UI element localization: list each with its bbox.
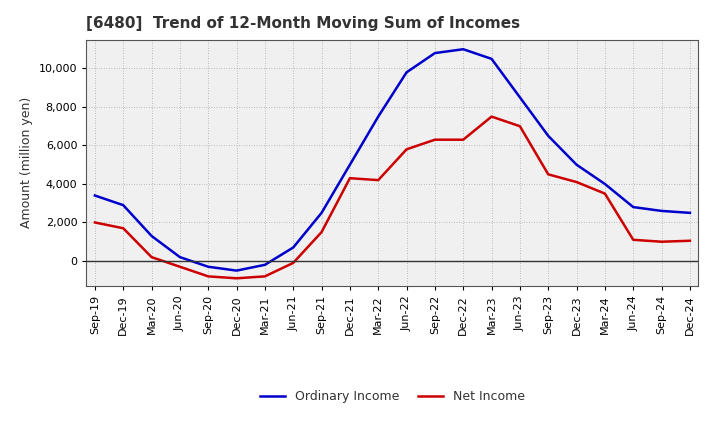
Y-axis label: Amount (million yen): Amount (million yen) xyxy=(20,97,33,228)
Ordinary Income xyxy=(459,47,467,52)
Net Income xyxy=(685,238,694,243)
Net Income xyxy=(289,260,297,266)
Net Income xyxy=(119,226,127,231)
Ordinary Income xyxy=(119,202,127,208)
Ordinary Income xyxy=(685,210,694,216)
Net Income xyxy=(346,176,354,181)
Ordinary Income xyxy=(346,162,354,167)
Ordinary Income xyxy=(204,264,212,269)
Net Income xyxy=(233,275,241,281)
Ordinary Income xyxy=(431,51,439,56)
Net Income xyxy=(544,172,552,177)
Ordinary Income xyxy=(487,56,496,62)
Ordinary Income xyxy=(629,205,637,210)
Ordinary Income xyxy=(233,268,241,273)
Ordinary Income xyxy=(374,114,382,119)
Net Income xyxy=(487,114,496,119)
Net Income xyxy=(91,220,99,225)
Ordinary Income xyxy=(544,133,552,139)
Net Income xyxy=(148,254,156,260)
Net Income xyxy=(657,239,666,244)
Net Income xyxy=(374,177,382,183)
Net Income xyxy=(176,264,184,269)
Net Income xyxy=(402,147,411,152)
Ordinary Income xyxy=(600,181,609,187)
Net Income xyxy=(261,274,269,279)
Ordinary Income xyxy=(289,245,297,250)
Ordinary Income xyxy=(318,210,326,216)
Line: Ordinary Income: Ordinary Income xyxy=(95,49,690,271)
Ordinary Income xyxy=(91,193,99,198)
Ordinary Income xyxy=(148,233,156,238)
Text: [6480]  Trend of 12-Month Moving Sum of Incomes: [6480] Trend of 12-Month Moving Sum of I… xyxy=(86,16,521,32)
Net Income xyxy=(431,137,439,142)
Ordinary Income xyxy=(572,162,581,167)
Ordinary Income xyxy=(261,262,269,268)
Net Income xyxy=(629,237,637,242)
Net Income xyxy=(600,191,609,196)
Ordinary Income xyxy=(402,70,411,75)
Net Income xyxy=(516,124,524,129)
Net Income xyxy=(318,230,326,235)
Net Income xyxy=(572,180,581,185)
Ordinary Income xyxy=(516,95,524,100)
Legend: Ordinary Income, Net Income: Ordinary Income, Net Income xyxy=(255,385,530,408)
Net Income xyxy=(204,274,212,279)
Ordinary Income xyxy=(176,254,184,260)
Line: Net Income: Net Income xyxy=(95,117,690,279)
Ordinary Income xyxy=(657,208,666,213)
Net Income xyxy=(459,137,467,142)
